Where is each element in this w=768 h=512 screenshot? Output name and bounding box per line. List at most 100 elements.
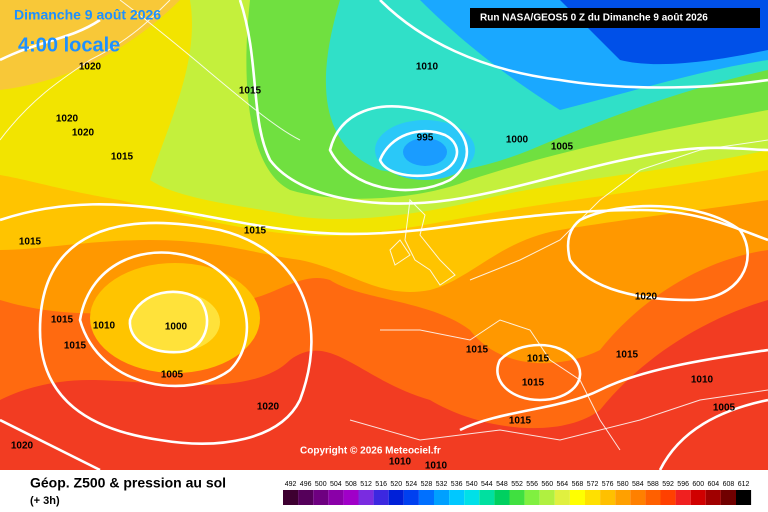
scale-swatch xyxy=(313,490,329,505)
scale-label: 600 xyxy=(692,481,704,488)
isobar-label: 1015 xyxy=(509,416,532,427)
scale-label: 608 xyxy=(723,481,735,488)
scale-label: 500 xyxy=(315,481,327,488)
scale-swatch xyxy=(283,490,299,505)
scale-label: 524 xyxy=(406,481,418,488)
scale-swatch xyxy=(434,490,450,505)
scale-swatch xyxy=(720,490,736,505)
scale-swatch xyxy=(645,490,661,505)
isobar-label: 1015 xyxy=(111,152,134,163)
scale-swatch xyxy=(660,490,676,505)
isobar-label: 1000 xyxy=(165,322,188,333)
isobar-label: 1000 xyxy=(506,135,529,146)
scale-swatch xyxy=(328,490,344,505)
scale-label: 560 xyxy=(541,481,553,488)
scale-swatch xyxy=(403,490,419,505)
scale-label: 612 xyxy=(738,481,750,488)
scale-label: 592 xyxy=(662,481,674,488)
isobar-label: 1020 xyxy=(79,62,102,73)
scale-swatch xyxy=(298,490,314,505)
isobar-label: 1005 xyxy=(713,403,736,414)
isobar-label: 1015 xyxy=(616,350,639,361)
isobar-label: 1010 xyxy=(691,375,714,386)
scale-label: 604 xyxy=(708,481,720,488)
isobar-label: 1020 xyxy=(11,441,34,452)
scale-label: 544 xyxy=(481,481,493,488)
scale-swatch xyxy=(388,490,404,505)
isobar-label: 1015 xyxy=(239,86,262,97)
scale-swatch xyxy=(675,490,691,505)
scale-swatch xyxy=(554,490,570,505)
isobar-labels: 1020 1015 1010 1020 1020 1015 995 1000 1005 1015 1… xyxy=(11,62,736,472)
isobar-label: 1015 xyxy=(527,354,550,365)
scale-label: 528 xyxy=(421,481,433,488)
isobar-label: 1020 xyxy=(56,114,79,125)
scale-label: 532 xyxy=(436,481,448,488)
scale-swatch xyxy=(358,490,374,505)
footer-title: Géop. Z500 & pression au sol xyxy=(30,475,226,491)
isobar-label: 1020 xyxy=(257,402,280,413)
scale-label: 588 xyxy=(647,481,659,488)
isobar-label: 1015 xyxy=(64,341,87,352)
scale-label: 520 xyxy=(390,481,402,488)
scale-swatch xyxy=(690,490,706,505)
scale-swatch xyxy=(539,490,555,505)
scale-label: 492 xyxy=(285,481,297,488)
scale-swatch xyxy=(449,490,465,505)
map-date: Dimanche 9 août 2026 xyxy=(14,7,161,23)
scale-swatch xyxy=(509,490,525,505)
map-background xyxy=(0,0,768,470)
scale-label: 516 xyxy=(375,481,387,488)
coastlines xyxy=(0,0,768,451)
scale-swatch xyxy=(343,490,359,505)
footer-lead: (+ 3h) xyxy=(30,495,60,507)
scale-swatch xyxy=(600,490,616,505)
scale-swatch xyxy=(524,490,540,505)
scale-label: 540 xyxy=(466,481,478,488)
isobar-label: 1015 xyxy=(19,237,42,248)
scale-label: 552 xyxy=(511,481,523,488)
scale-swatch xyxy=(418,490,434,505)
isobar-label: 1015 xyxy=(51,315,74,326)
scale-label: 548 xyxy=(496,481,508,488)
isobar-label: 1015 xyxy=(244,226,267,237)
scale-label: 596 xyxy=(677,481,689,488)
scale-swatch xyxy=(615,490,631,505)
scale-label: 512 xyxy=(360,481,372,488)
run-box xyxy=(470,8,760,28)
scale-label: 584 xyxy=(632,481,644,488)
scale-label: 568 xyxy=(572,481,584,488)
isobar-label: 1010 xyxy=(93,321,116,332)
isobar-label: 1010 xyxy=(416,62,439,73)
scale-swatch xyxy=(464,490,480,505)
scale-swatch xyxy=(373,490,389,505)
scale-label: 556 xyxy=(526,481,538,488)
scale-label: 564 xyxy=(557,481,569,488)
scale-swatch xyxy=(630,490,646,505)
scale-swatch xyxy=(479,490,495,505)
run-info: Run NASA/GEOS5 0 Z du Dimanche 9 août 20… xyxy=(480,13,708,24)
isobar-label: 1015 xyxy=(466,345,489,356)
scale-swatch xyxy=(494,490,510,505)
scale-swatch xyxy=(736,490,752,505)
isobar-label: 995 xyxy=(417,133,434,144)
scale-label: 504 xyxy=(330,481,342,488)
isobar-label: 1015 xyxy=(522,378,545,389)
scale-label: 536 xyxy=(451,481,463,488)
scale-label: 508 xyxy=(345,481,357,488)
scale-swatch xyxy=(705,490,721,505)
isobar-label: 1020 xyxy=(635,292,658,303)
isobar-label: 1010 xyxy=(389,457,412,468)
isobars xyxy=(0,0,768,445)
isobar-label: 1005 xyxy=(551,142,574,153)
isobar-label: 1020 xyxy=(72,128,95,139)
scale-label: 572 xyxy=(587,481,599,488)
scale-label: 576 xyxy=(602,481,614,488)
color-scale: 492 496 500 504 508 512 516 520 524 528 532 536 540 5… xyxy=(283,481,752,505)
isobar-label: 1005 xyxy=(161,370,184,381)
scale-label: 580 xyxy=(617,481,629,488)
copyright: Copyright © 2026 Meteociel.fr xyxy=(300,446,441,457)
scale-label: 496 xyxy=(300,481,312,488)
map-time: 4:00 locale xyxy=(18,34,120,56)
